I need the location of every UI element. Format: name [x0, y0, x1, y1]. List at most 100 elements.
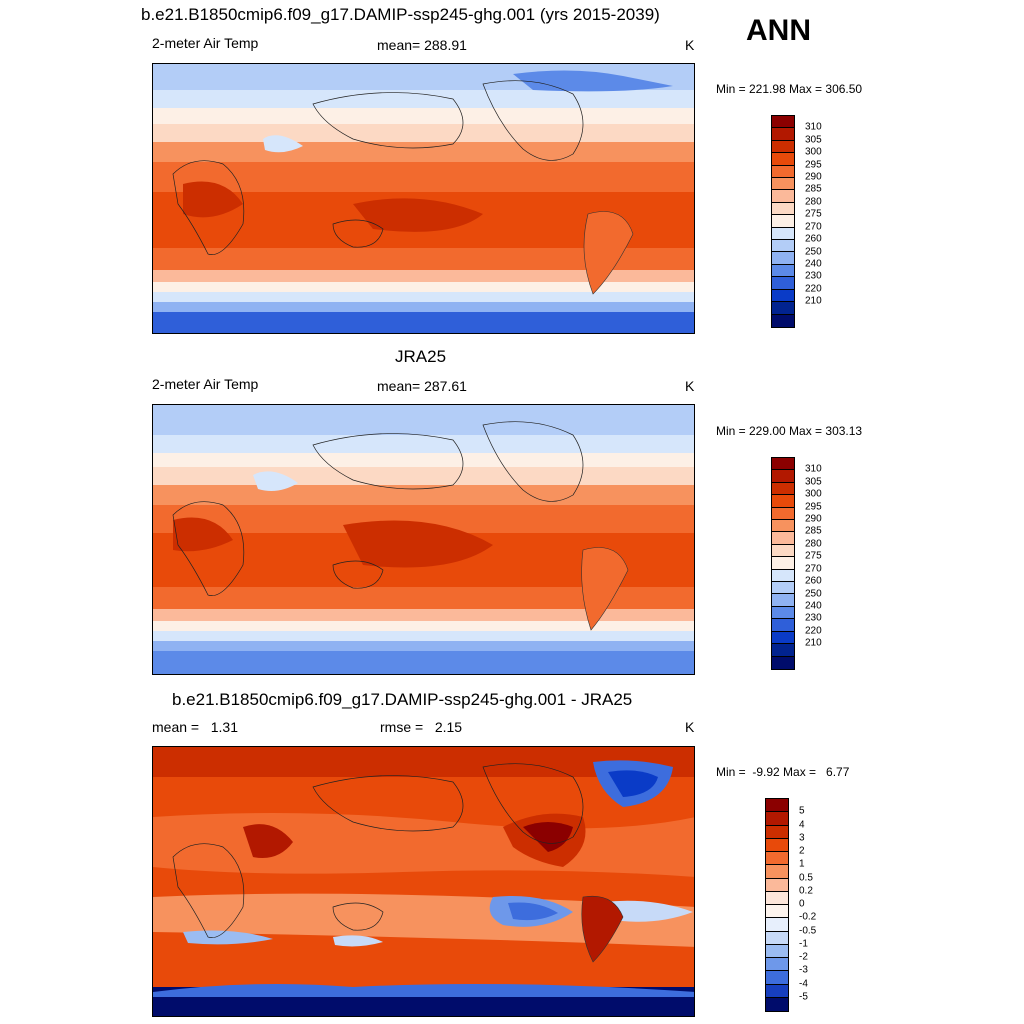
colorbar-swatch [772, 252, 794, 265]
colorbar-swatch [772, 569, 794, 583]
colorbar-swatch [772, 520, 794, 533]
colorbar-swatch [766, 944, 788, 958]
colorbar-tick-label: 260 [805, 233, 822, 245]
season-label: ANN [746, 14, 811, 47]
colorbar-swatch [772, 532, 794, 545]
colorbar-tick-label: -0.2 [799, 911, 817, 923]
colorbar-swatch [772, 458, 794, 471]
colorbar-swatch [766, 997, 788, 1011]
colorbar-swatch [766, 865, 788, 879]
colorbar-tick-label: 2 [799, 845, 805, 857]
plot-title: b.e21.B1850cmip6.f09_g17.DAMIP-ssp245-gh… [141, 5, 660, 24]
panel2-mean: mean= 287.61 [377, 378, 467, 394]
panel3-mean: mean = 1.31 [152, 719, 239, 735]
colorbar-tick-label: 275 [805, 208, 822, 220]
panel3-minmax: Min = -9.92 Max = 6.77 [716, 765, 850, 779]
colorbar-swatch [772, 190, 794, 203]
colorbar-swatch [772, 314, 794, 327]
colorbar-swatch [766, 918, 788, 932]
colorbar-tick-label: 300 [805, 488, 822, 500]
colorbar-swatch [772, 544, 794, 558]
panel2-variable: 2-meter Air Temp [152, 376, 259, 392]
colorbar-tick-label: 305 [805, 476, 822, 488]
colorbar-swatch [766, 812, 788, 826]
colorbar-swatch [766, 852, 788, 866]
colorbar-swatch [766, 905, 788, 919]
panel2-colorbar-labels: 310 305 300 295 290 285 280 275 270 260 250 240 230 2… [771, 457, 831, 670]
colorbar-tick-label: 250 [805, 246, 822, 258]
colorbar-swatch [772, 128, 794, 141]
colorbar-swatch [772, 116, 794, 129]
colorbar-tick-label: 220 [805, 625, 822, 637]
panel3-colorbar [765, 798, 789, 1012]
colorbar-swatch [772, 302, 794, 315]
colorbar-tick-label: 285 [805, 525, 822, 537]
panel3-units: K [685, 719, 695, 735]
panel2-minmax: Min = 229.00 Max = 303.13 [716, 424, 863, 438]
colorbar-tick-label: -3 [799, 964, 808, 976]
panel1-colorbar-labels: 310 305 300 295 290 285 280 275 270 260 250 240 230 2… [771, 115, 831, 328]
colorbar-tick-label: 260 [805, 575, 822, 587]
colorbar-tick-label: 0.2 [799, 885, 813, 897]
colorbar-tick-label: 310 [805, 463, 822, 475]
colorbar-tick-label: 230 [805, 612, 822, 624]
colorbar-tick-label: 295 [805, 159, 822, 171]
panel2-units: K [685, 378, 695, 394]
panel1-units: K [685, 37, 695, 53]
panel3-rmse: rmse = 2.15 [380, 719, 463, 735]
colorbar-tick-label: 290 [805, 171, 822, 183]
colorbar-tick-label: 280 [805, 538, 822, 550]
colorbar-swatch [772, 557, 794, 570]
colorbar-tick-label: 4 [799, 819, 805, 830]
colorbar-swatch [772, 178, 794, 191]
colorbar-swatch [766, 878, 788, 892]
colorbar-tick-label: 220 [805, 283, 822, 295]
colorbar-swatch [772, 482, 794, 496]
colorbar-swatch [772, 656, 794, 669]
colorbar-tick-label: 305 [805, 134, 822, 146]
colorbar-swatch [772, 606, 794, 620]
panel1-mean: mean= 288.91 [377, 37, 467, 53]
colorbar-swatch [772, 227, 794, 241]
colorbar-swatch [766, 971, 788, 985]
colorbar-swatch [772, 495, 794, 508]
colorbar-swatch [772, 264, 794, 278]
colorbar-swatch [766, 825, 788, 839]
colorbar-tick-label: 210 [805, 637, 822, 649]
colorbar-swatch [772, 631, 794, 645]
colorbar-swatch [772, 240, 794, 253]
colorbar-tick-label: 1 [799, 858, 805, 870]
panel2-colorbar [771, 457, 795, 670]
colorbar-tick-label: 270 [805, 221, 822, 233]
colorbar-swatch [772, 582, 794, 595]
colorbar-tick-label: 310 [805, 121, 822, 133]
colorbar-swatch [772, 165, 794, 179]
colorbar-tick-label: -5 [799, 991, 808, 1003]
colorbar-swatch [772, 289, 794, 303]
colorbar-swatch [766, 984, 788, 998]
colorbar-swatch [766, 799, 788, 813]
colorbar-tick-label: 300 [805, 146, 822, 158]
colorbar-swatch [772, 470, 794, 483]
colorbar-swatch [772, 277, 794, 290]
colorbar-tick-label: 295 [805, 501, 822, 513]
panel2-title: JRA25 [395, 347, 447, 366]
colorbar-swatch [772, 215, 794, 228]
difference-map [152, 746, 695, 1017]
colorbar-tick-label: 210 [805, 295, 822, 307]
colorbar-tick-label: 3 [799, 832, 805, 844]
colorbar-tick-label: 0 [799, 898, 805, 910]
colorbar-swatch [772, 507, 794, 521]
colorbar-swatch [772, 140, 794, 154]
panel3-colorbar-labels: 5 4 3 2 1 0.5 0.2 0 -0.2 -0.5 -1 -2 -3 -4 -5 [771, 798, 831, 1012]
colorbar-tick-label: 240 [805, 258, 822, 270]
colorbar-swatch [772, 594, 794, 607]
colorbar-tick-label: 270 [805, 563, 822, 575]
panel1-colorbar [771, 115, 795, 328]
panel3-title: b.e21.B1850cmip6.f09_g17.DAMIP-ssp245-gh… [172, 690, 633, 709]
panel1-minmax: Min = 221.98 Max = 306.50 [716, 82, 863, 96]
colorbar-tick-label: -0.5 [799, 925, 817, 936]
colorbar-tick-label: 285 [805, 183, 822, 195]
colorbar-tick-label: 290 [805, 513, 822, 525]
colorbar-swatch [772, 644, 794, 657]
